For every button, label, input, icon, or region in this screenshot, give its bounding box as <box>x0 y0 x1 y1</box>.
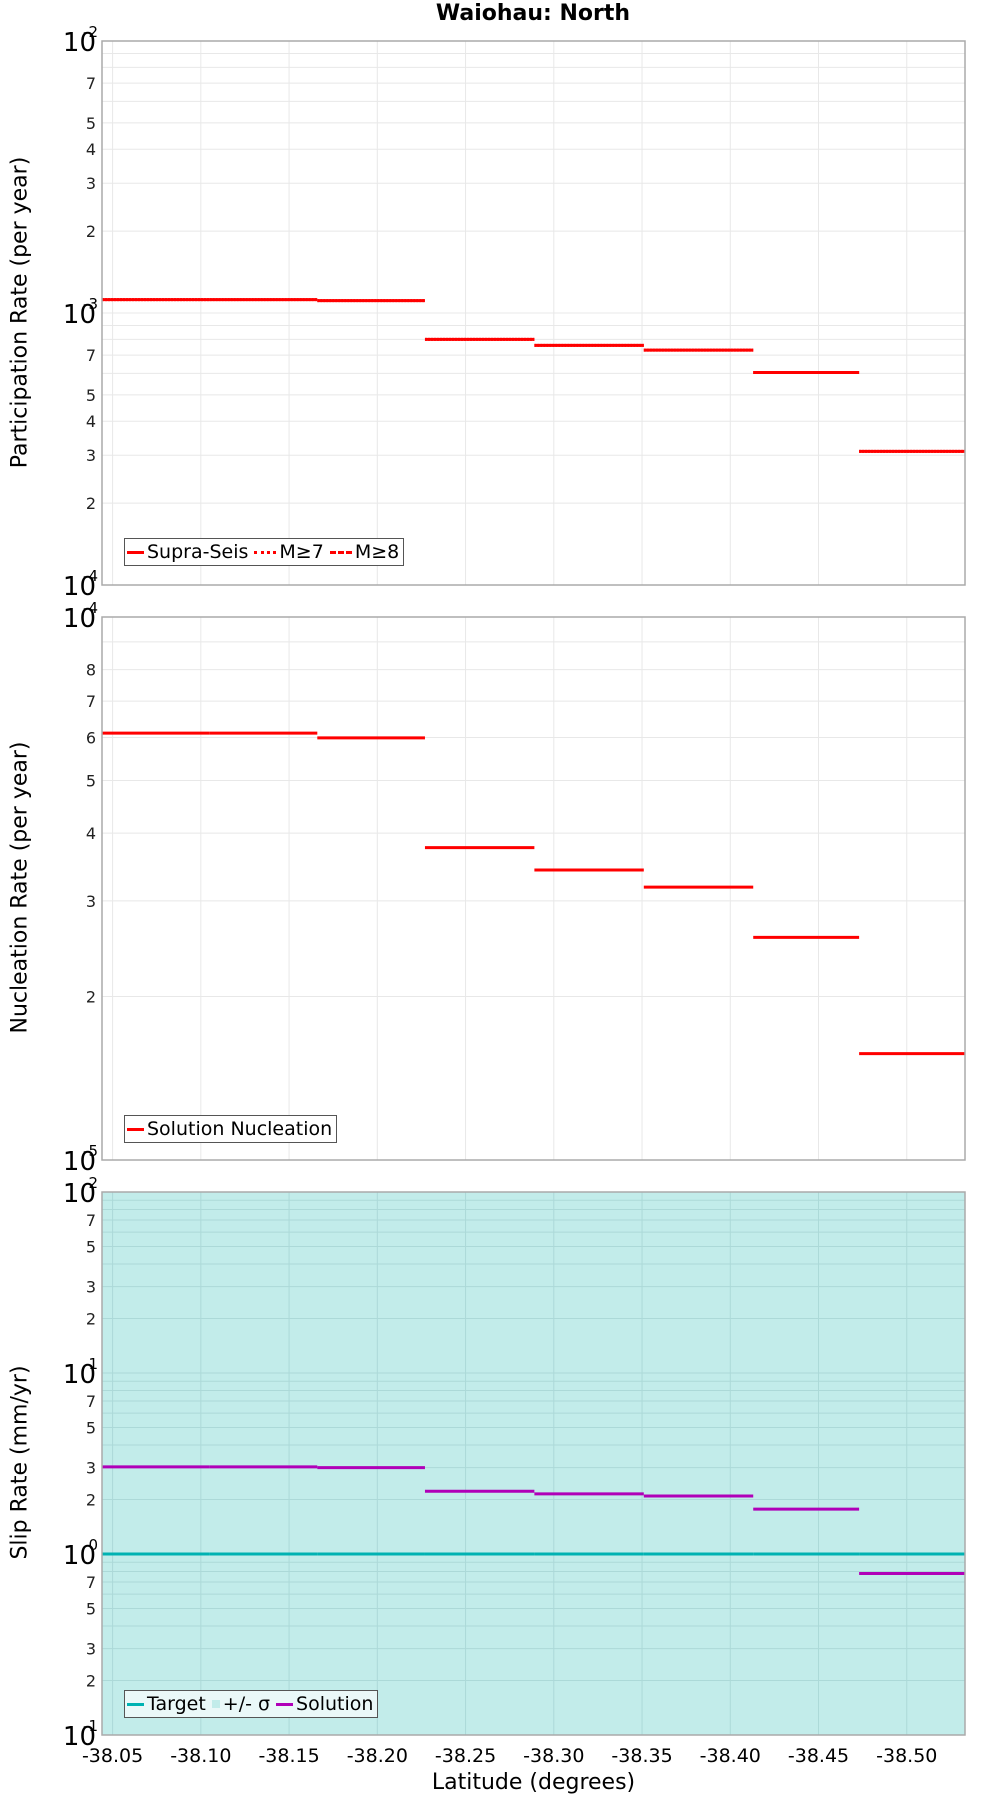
legend-item-m8: M≥8 <box>329 541 399 563</box>
svg-text:3: 3 <box>86 1278 96 1297</box>
svg-text:-2: -2 <box>83 23 98 41</box>
sigma-band <box>102 1192 965 1735</box>
solid-line-swatch-icon <box>127 550 144 554</box>
x-tick-label: -38.45 <box>788 1745 849 1767</box>
chart-title: Waiohau: North <box>435 1 631 26</box>
x-tick-label: -38.10 <box>170 1745 231 1767</box>
svg-text:2: 2 <box>86 1310 96 1329</box>
svg-text:4: 4 <box>86 824 96 843</box>
svg-text:2: 2 <box>86 1672 96 1691</box>
svg-text:5: 5 <box>86 771 96 790</box>
svg-text:-4: -4 <box>83 599 98 617</box>
x-tick-label: -38.40 <box>700 1745 761 1767</box>
svg-text:8: 8 <box>86 661 96 680</box>
x-axis-label: Latitude (degrees) <box>431 1770 636 1795</box>
solid-line-swatch-icon <box>276 1702 294 1706</box>
x-tick-label: -38.25 <box>435 1745 496 1767</box>
plot-frame <box>101 616 966 1161</box>
svg-text:-1: -1 <box>83 1717 98 1735</box>
x-tick-label: -38.20 <box>347 1745 408 1767</box>
svg-text:7: 7 <box>86 346 96 365</box>
svg-text:2: 2 <box>86 1491 96 1510</box>
x-tick-label: -38.15 <box>258 1745 319 1767</box>
svg-text:4: 4 <box>86 140 96 159</box>
square-swatch-icon <box>211 1700 220 1708</box>
dotted-line-swatch-icon <box>254 550 277 554</box>
plot-frame <box>101 40 966 586</box>
svg-text:3: 3 <box>86 1640 96 1659</box>
svg-text:6: 6 <box>86 728 96 747</box>
svg-text:10: 10 <box>63 1722 96 1752</box>
panel2-legend: Solution Nucleation <box>124 1115 338 1143</box>
x-tick-label: -38.05 <box>82 1745 143 1767</box>
svg-text:3: 3 <box>86 892 96 911</box>
svg-text:7: 7 <box>86 1211 96 1230</box>
svg-text:3: 3 <box>86 1459 96 1478</box>
panel1-legend: Supra-Seis M≥7 M≥8 <box>124 538 405 566</box>
svg-text:10: 10 <box>63 28 96 58</box>
legend-item-m7: M≥7 <box>254 541 324 563</box>
svg-text:-5: -5 <box>83 1142 98 1160</box>
svg-text:2: 2 <box>86 222 96 241</box>
svg-text:10: 10 <box>63 300 96 330</box>
svg-text:10: 10 <box>63 604 96 634</box>
svg-text:10: 10 <box>63 1147 96 1177</box>
x-tick-label: -38.35 <box>611 1745 672 1767</box>
legend-item-solution: Solution <box>276 1693 373 1715</box>
svg-text:5: 5 <box>86 114 96 133</box>
svg-text:5: 5 <box>86 1418 96 1437</box>
panel3-legend: Target +/- σ Solution <box>124 1690 379 1718</box>
panel2-ylabel: Nucleation Rate (per year) <box>7 741 33 1034</box>
dashdot-line-swatch-icon <box>329 550 352 554</box>
svg-text:10: 10 <box>63 1179 96 1209</box>
svg-text:2: 2 <box>86 988 96 1007</box>
svg-text:1: 1 <box>88 1355 98 1373</box>
svg-text:4: 4 <box>86 412 96 431</box>
svg-text:7: 7 <box>86 692 96 711</box>
legend-item-solution-nucleation: Solution Nucleation <box>127 1118 332 1140</box>
legend-item-target: Target <box>127 1693 206 1715</box>
svg-text:7: 7 <box>86 74 96 93</box>
svg-text:2: 2 <box>86 494 96 513</box>
svg-text:3: 3 <box>86 446 96 465</box>
solid-line-swatch-icon <box>127 1127 144 1131</box>
panel1-ylabel: Participation Rate (per year) <box>7 156 33 469</box>
x-tick-label: -38.50 <box>876 1745 937 1767</box>
svg-text:0: 0 <box>88 1536 98 1554</box>
legend-item-sigma: +/- σ <box>211 1693 270 1715</box>
plot-frame <box>101 1191 966 1736</box>
panel3-ylabel: Slip Rate (mm/yr) <box>7 1365 33 1560</box>
solid-line-swatch-icon <box>127 1702 144 1706</box>
svg-text:7: 7 <box>86 1573 96 1592</box>
x-tick-label: -38.30 <box>523 1745 584 1767</box>
svg-text:10: 10 <box>63 572 96 602</box>
svg-text:7: 7 <box>86 1392 96 1411</box>
svg-text:10: 10 <box>63 1541 96 1571</box>
svg-text:5: 5 <box>86 386 96 405</box>
svg-text:10: 10 <box>63 1360 96 1390</box>
svg-text:-3: -3 <box>83 295 98 313</box>
svg-text:2: 2 <box>88 1174 98 1192</box>
svg-text:-4: -4 <box>83 567 98 585</box>
svg-text:3: 3 <box>86 174 96 193</box>
svg-text:5: 5 <box>86 1599 96 1618</box>
legend-item-supra-seis: Supra-Seis <box>127 541 248 563</box>
svg-text:5: 5 <box>86 1237 96 1256</box>
